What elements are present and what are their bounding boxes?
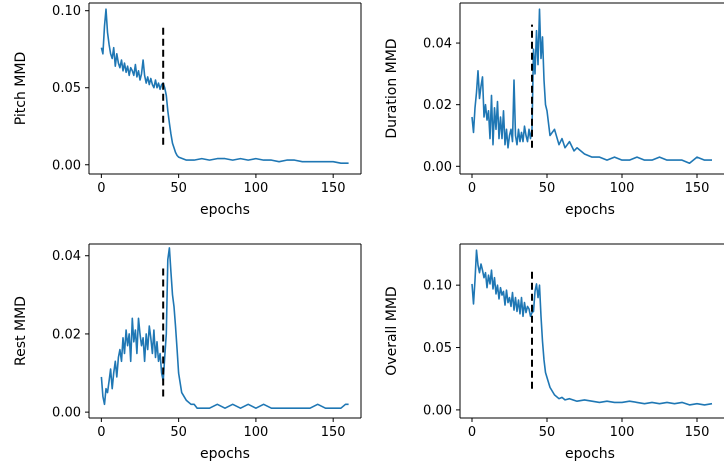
x-tick-label: 0 [468,425,476,440]
x-tick-label: 0 [97,425,105,440]
subplot-overall: 0 50 100 150 0.00 0.05 0.10 epochs Overall MMD [384,243,724,462]
series-line [100,8,349,164]
x-axis-label: epochs [565,446,615,462]
y-tick-label: 0.00 [52,406,81,421]
x-tick-label: 100 [610,181,635,196]
x-tick-label: 50 [539,425,556,440]
y-tick-label: 0.05 [52,81,81,96]
x-tick-label: 50 [170,181,187,196]
series-line [471,249,713,406]
series-line [471,8,712,164]
x-tick-label: 150 [321,425,346,440]
y-tick-label: 0.05 [423,341,452,356]
y-tick-label: 0.02 [52,327,81,342]
x-axis-label: epochs [200,446,250,462]
y-tick-label: 0.10 [423,279,452,294]
series-line [100,247,349,410]
y-tick-label: 0.02 [423,98,452,113]
y-axis-label: Pitch MMD [13,52,29,125]
subplot-rest: 0 50 100 150 0.00 0.02 0.04 epochs Rest MMD [13,243,362,462]
x-tick-label: 100 [243,181,268,196]
y-tick-label: 0.04 [52,249,81,264]
subplot-duration: 0 50 100 150 0.00 0.02 0.04 epochs Duration MMD [384,2,724,218]
subplot-pitch: 0 50 100 150 0.00 0.05 0.10 epochs Pitch MMD [13,2,362,218]
y-axis-label: Overall MMD [384,286,400,375]
y-tick-label: 0.00 [423,403,452,418]
y-tick-label: 0.10 [52,4,81,19]
x-tick-label: 150 [685,425,710,440]
x-tick-label: 50 [539,181,556,196]
y-tick-label: 0.00 [52,158,81,173]
x-tick-label: 50 [170,425,187,440]
y-axis-label: Rest MMD [13,296,29,366]
x-axis-label: epochs [200,202,250,218]
x-tick-label: 0 [468,181,476,196]
x-tick-label: 0 [97,181,105,196]
x-axis-label: epochs [565,202,615,218]
x-tick-label: 100 [610,425,635,440]
y-tick-label: 0.04 [423,37,452,52]
x-tick-label: 100 [243,425,268,440]
y-axis-label: Duration MMD [384,38,400,138]
x-tick-label: 150 [685,181,710,196]
y-tick-label: 0.00 [423,160,452,175]
x-tick-label: 150 [321,181,346,196]
